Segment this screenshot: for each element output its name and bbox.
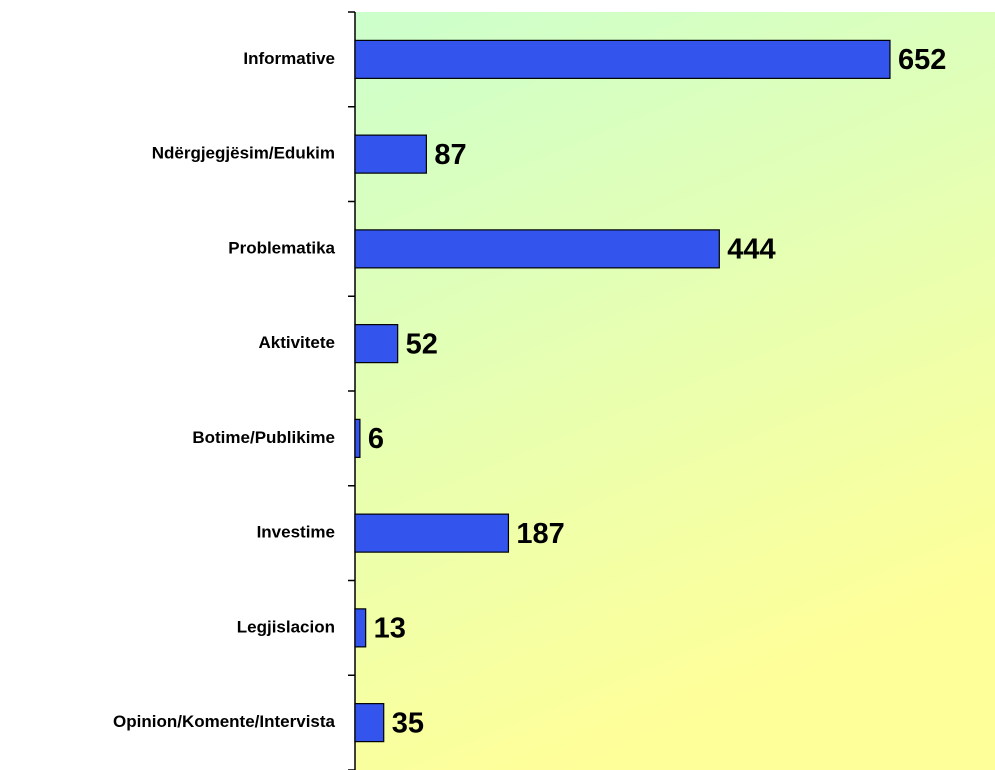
value-label: 6 xyxy=(368,423,384,455)
value-label: 52 xyxy=(406,328,438,360)
bar xyxy=(354,324,399,364)
category-label: Opinion/Komente/Intervista xyxy=(113,712,336,731)
category-label: Legjislacion xyxy=(237,617,335,636)
value-label: 13 xyxy=(374,613,406,645)
plot-area xyxy=(355,12,995,770)
category-label: Ndërgjegjësim/Edukim xyxy=(152,144,335,163)
value-label: 652 xyxy=(898,44,946,76)
category-label: Botime/Publikime xyxy=(192,428,335,447)
bar xyxy=(354,513,510,553)
bar xyxy=(354,608,367,648)
bar xyxy=(354,229,720,269)
value-label: 187 xyxy=(516,518,564,550)
category-label: Problematika xyxy=(228,238,335,257)
value-label: 87 xyxy=(434,139,466,171)
category-label: Aktivitete xyxy=(258,333,335,352)
bar xyxy=(354,39,891,79)
category-label: Informative xyxy=(243,49,335,68)
bar xyxy=(354,703,385,743)
bar xyxy=(354,134,427,174)
value-label: 444 xyxy=(727,234,775,266)
value-label: 35 xyxy=(392,707,424,739)
bar xyxy=(354,418,361,458)
category-label: Investime xyxy=(257,523,335,542)
